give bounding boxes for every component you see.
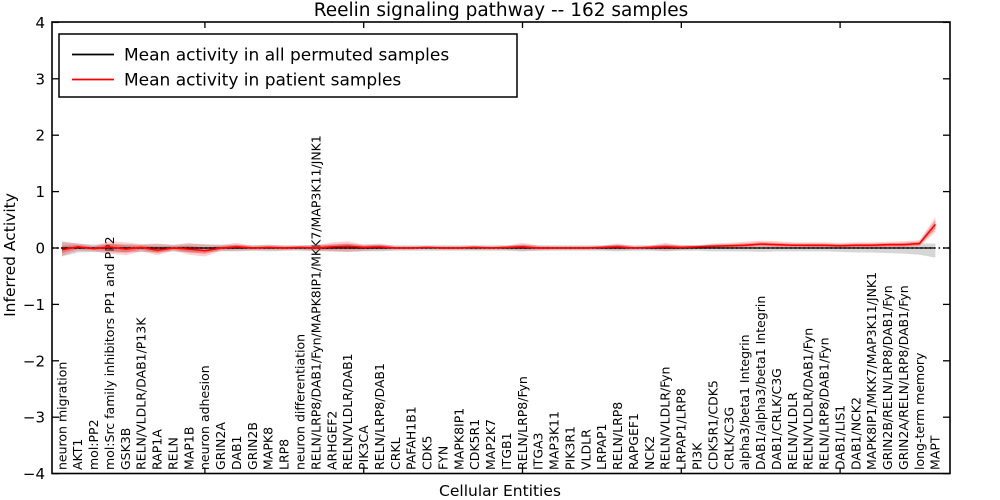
chart-title: Reelin signaling pathway -- 162 samples xyxy=(314,0,689,21)
legend-permuted-label: Mean activity in all permuted samples xyxy=(124,46,449,66)
y-tick-label: −1 xyxy=(23,296,45,314)
x-category-label: DAB1/NCK2 xyxy=(848,397,863,470)
x-category-label: CDK5R1 xyxy=(467,419,482,470)
x-category-label: PIK3R1 xyxy=(563,426,578,470)
x-category-label: GRIN2A xyxy=(213,422,228,470)
x-category-label: RELN/LRP8/DAB1/Fyn xyxy=(817,337,832,470)
plot-area-border xyxy=(51,21,951,475)
y-tick-label: −4 xyxy=(23,465,45,483)
y-tick-label: 1 xyxy=(35,183,45,201)
x-category-label: DAB1/alpha3/beta1 Integrin xyxy=(753,296,768,470)
x-category-label: FYN xyxy=(435,446,450,470)
x-category-label: ITGA3 xyxy=(531,432,546,470)
x-category-label: VLDLR xyxy=(578,429,593,470)
legend-patient-label: Mean activity in patient samples xyxy=(124,71,401,91)
permuted-confidence-band xyxy=(62,241,936,258)
x-category-label: neuron migration xyxy=(54,362,69,470)
x-category-label: CRKL xyxy=(388,437,403,470)
x-category-label: MAP3K11 xyxy=(547,411,562,470)
x-category-label: MAPT xyxy=(928,435,943,470)
y-tick-label: 3 xyxy=(35,70,45,88)
x-category-label: PAFAH1B1 xyxy=(404,406,419,470)
chart-plot-content: neuron migration AKT1 mol:PP2 mol:Src famil… xyxy=(23,14,950,483)
x-category-label: CRLK/C3G xyxy=(721,407,736,470)
y-axis-label: Inferred Activity xyxy=(1,193,19,317)
x-category-label: RELN/VLDLR/DAB1/Fyn xyxy=(801,328,816,470)
x-category-label: ITGB1 xyxy=(499,432,514,470)
x-category-label: mol:PP2 xyxy=(86,419,101,470)
x-category-label: GRIN2B xyxy=(245,422,260,470)
patient-mean-line xyxy=(61,223,936,252)
x-category-label: GRIN2B/RELN/LRP8/DAB1/Fyn xyxy=(880,285,895,470)
x-category-label: MAPK8 xyxy=(261,427,276,470)
x-category-label: GRIN2A/RELN/LRP8/DAB1/Fyn xyxy=(896,285,911,470)
x-category-label: long-term memory xyxy=(912,352,927,470)
y-tick-label: 0 xyxy=(35,240,45,258)
x-category-label: RELN/LRP8/DAB1 xyxy=(372,363,387,470)
x-category-label: RELN/VLDLR/DAB1/P13K xyxy=(134,317,149,470)
x-category-label: RELN/VLDLR/Fyn xyxy=(658,367,673,470)
x-category-label: RELN/LRP8/Fyn xyxy=(515,376,530,470)
x-category-label: CDK5R1/CDK5 xyxy=(705,380,720,470)
x-category-label: neuron adhesion xyxy=(197,365,212,470)
x-category-label: RELN/LRP8/DAB1/Fyn/MAPK8IP1/MKK7/MAP3K11… xyxy=(308,135,323,470)
y-tick-label: −3 xyxy=(23,409,45,427)
x-category-label: mol:Src family inhibitors PP1 and PP2 xyxy=(102,236,117,470)
x-category-label: ARHGEF2 xyxy=(324,411,339,470)
x-category-label: RAP1A xyxy=(150,429,165,470)
y-tick-label: 4 xyxy=(35,14,45,32)
x-category-label: DAB1/LIS1 xyxy=(832,405,847,470)
x-category-label: AKT1 xyxy=(70,439,85,470)
x-category-label: RELN/LRP8 xyxy=(610,402,625,470)
x-axis-label: Cellular Entities xyxy=(439,482,561,500)
legend-box xyxy=(58,33,518,98)
x-category-label: MAP2K7 xyxy=(483,419,498,470)
x-category-label: NCK2 xyxy=(642,436,657,470)
x-category-label: RELN/VLDLR/DAB1 xyxy=(340,353,355,470)
x-category-label: CDK5 xyxy=(420,435,435,470)
x-category-label: LRPAP1 xyxy=(594,424,609,470)
y-tick-label: −2 xyxy=(23,352,45,370)
x-category-label: MAPK8IP1/MKK7/MAP3K11/JNK1 xyxy=(864,272,879,470)
x-category-label: RELN xyxy=(166,437,181,470)
x-category-label: PI3K xyxy=(690,442,705,470)
x-category-label: MAPK8IP1 xyxy=(451,408,466,470)
x-category-label: MAP1B xyxy=(181,427,196,470)
x-category-label: RAPGEF1 xyxy=(626,413,641,470)
x-category-label: alpha3/beta1 Integrin xyxy=(737,334,752,470)
x-category-label: PIK3CA xyxy=(356,425,371,470)
x-category-label: DAB1/CRLK/C3G xyxy=(769,368,784,470)
x-category-label: neuron differentiation xyxy=(293,334,308,470)
x-category-label: GSK3B xyxy=(118,428,133,470)
x-category-label: DAB1 xyxy=(229,436,244,471)
x-category-label: LRP8 xyxy=(277,439,292,470)
y-tick-label: 2 xyxy=(35,127,45,145)
x-category-label: RELN/VLDLR xyxy=(785,392,800,470)
legend: Mean activity in all permuted samples Me… xyxy=(58,33,518,98)
x-category-label: LRPAP1/LRP8 xyxy=(674,388,689,470)
